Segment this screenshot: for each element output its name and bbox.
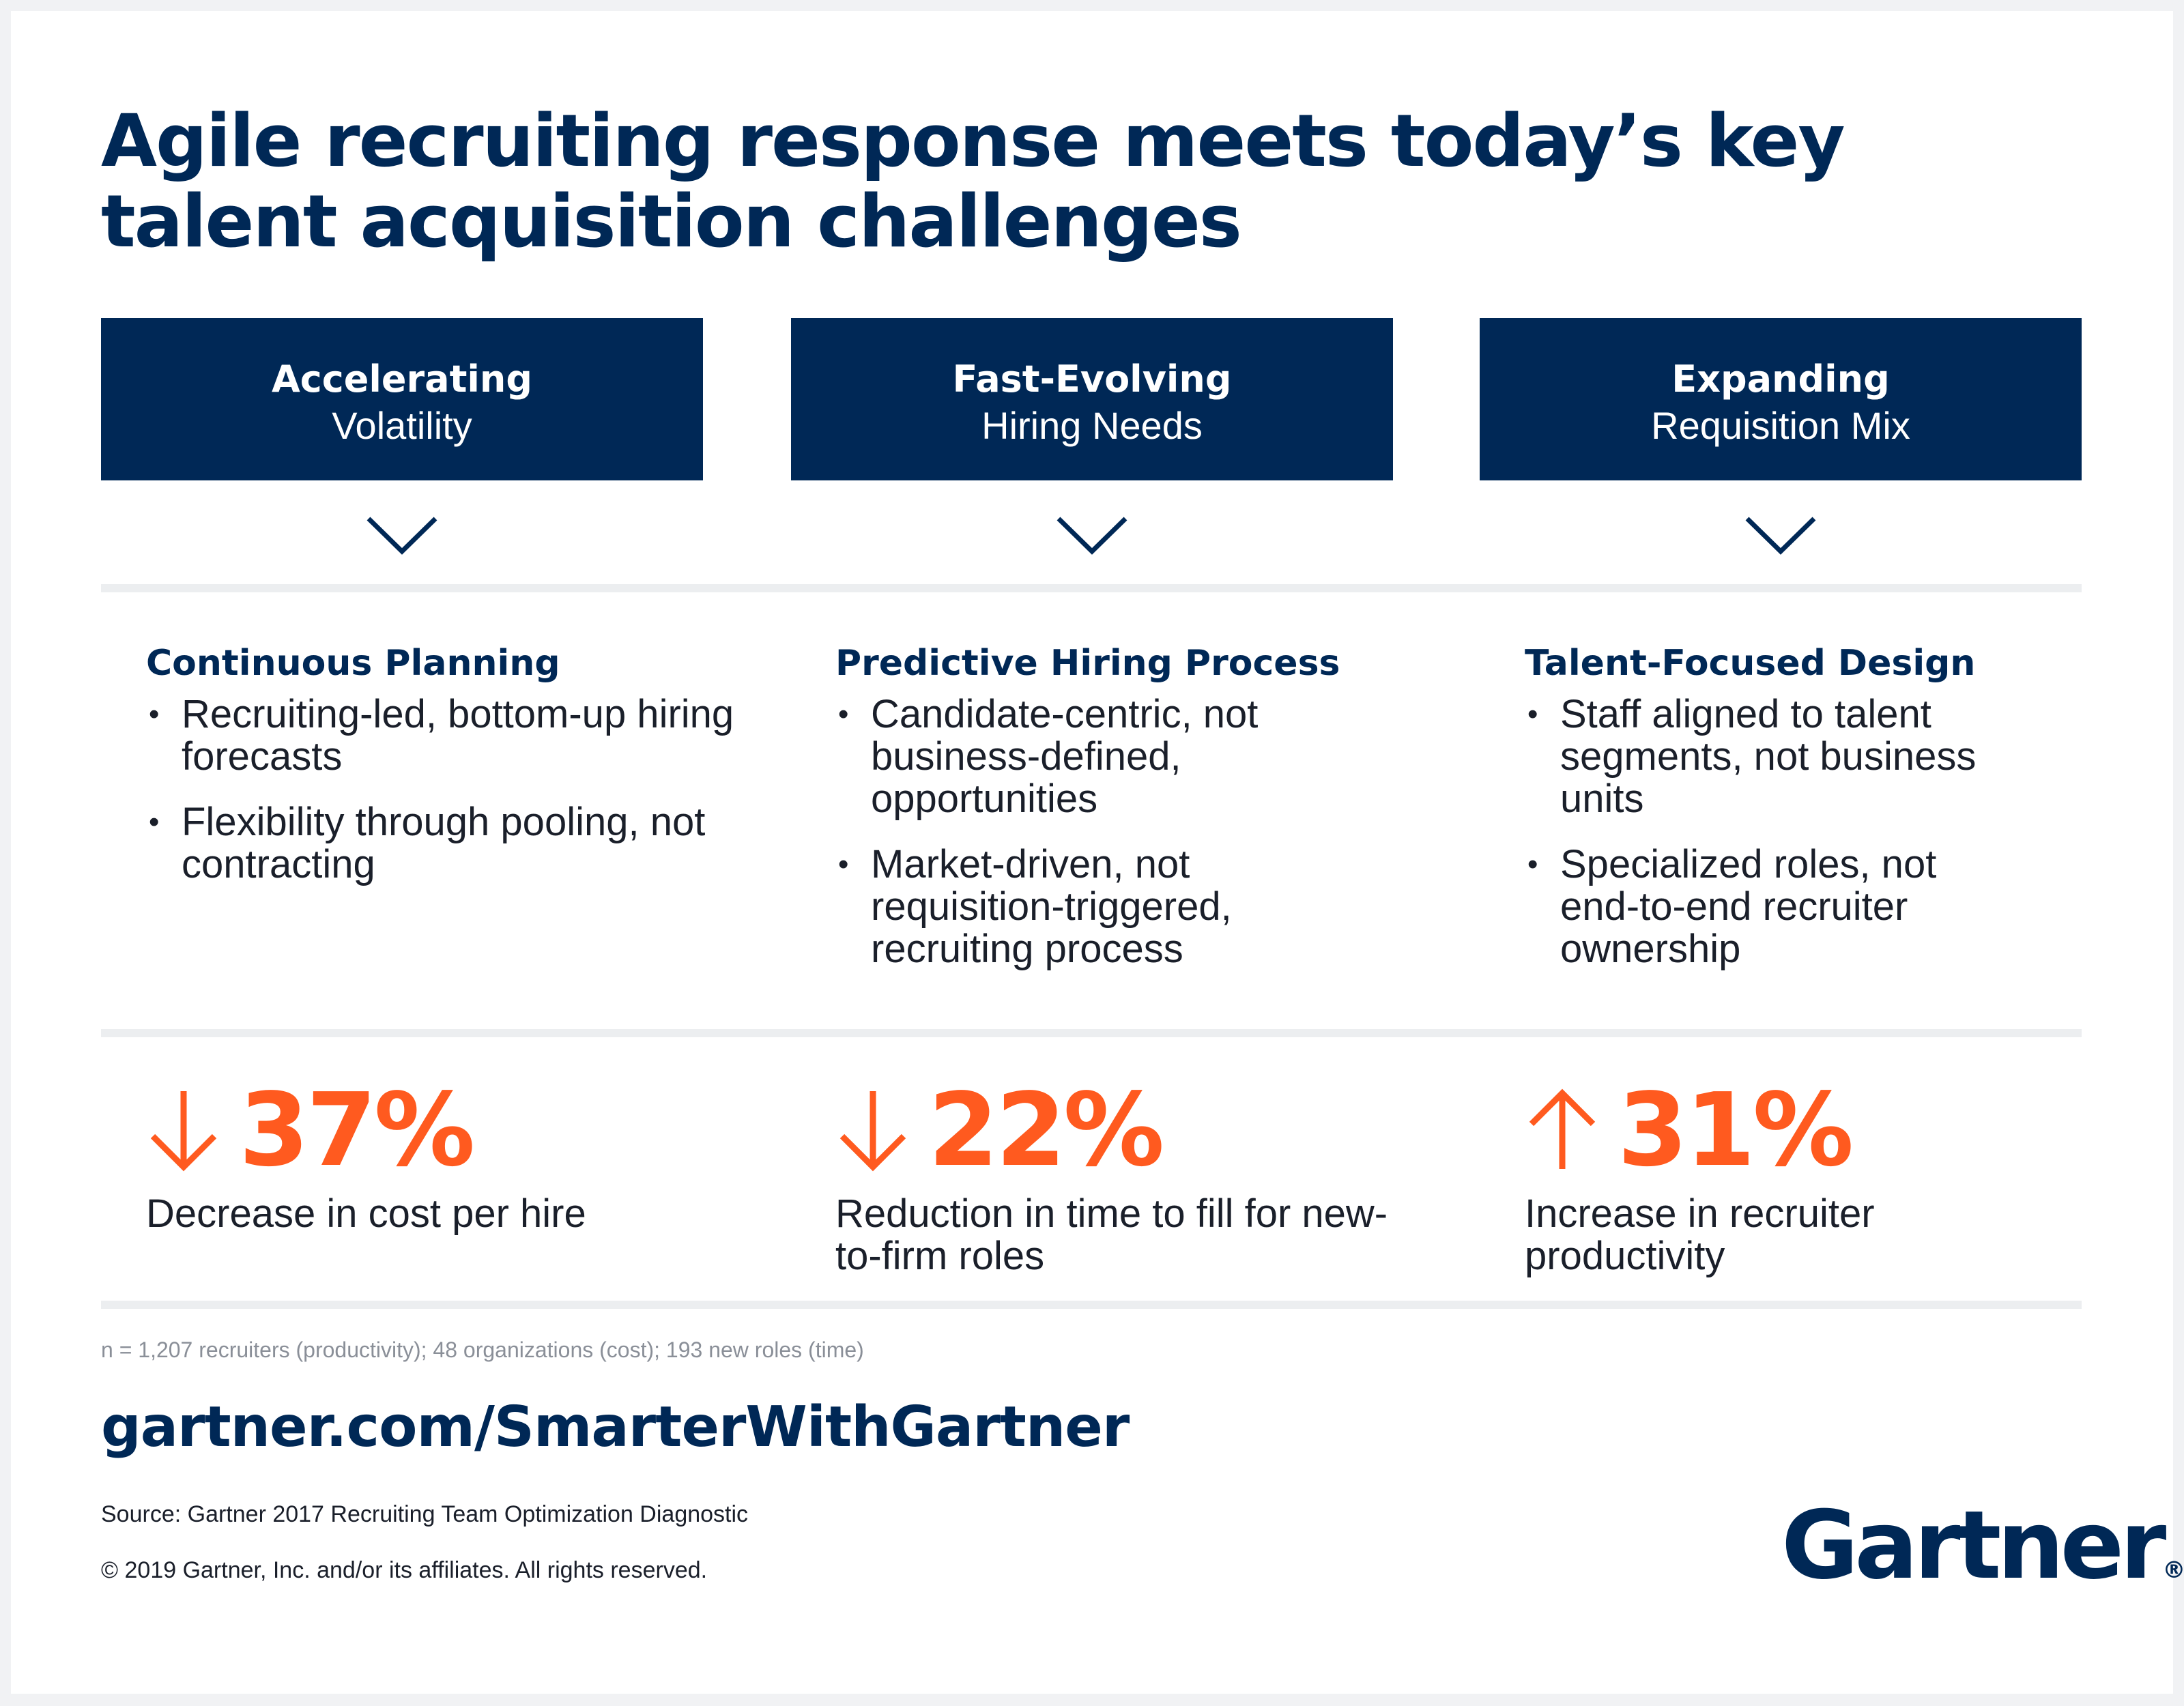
stat-column-3: 31% Increase in recruiter productivity bbox=[1525, 1071, 1962, 1278]
sample-size-footnote: n = 1,207 recruiters (productivity); 48 … bbox=[101, 1338, 864, 1362]
challenge-subtitle-3: Requisition Mix bbox=[1651, 404, 1910, 447]
bullet-text: Specialized roles, not end-to-end recrui… bbox=[1560, 842, 1937, 971]
arrow-down-icon bbox=[150, 1091, 217, 1172]
bullet-item: • Candidate-centric, not business-defined… bbox=[838, 692, 1259, 821]
gartner-logo: Gartner® bbox=[1781, 1494, 2184, 1621]
bullet-text: Staff aligned to talent segments, not bu… bbox=[1560, 692, 1977, 821]
challenge-title-1: Accelerating bbox=[271, 358, 533, 401]
challenge-box-1: Accelerating Volatility bbox=[101, 318, 703, 480]
solution-title: Continuous Planning bbox=[146, 643, 560, 684]
arrow-up-icon bbox=[1529, 1088, 1596, 1169]
logo-wordmark: Gartner bbox=[1781, 1490, 2166, 1600]
chevron-down-icon bbox=[1057, 517, 1127, 555]
section-divider bbox=[101, 584, 2082, 592]
bullet-item: • Market-driven, not requisition-triggere… bbox=[838, 842, 1232, 971]
solution-column-2: Predictive Hiring Process • Candidate-cen… bbox=[835, 641, 1422, 994]
challenge-title-2: Fast-Evolving bbox=[952, 358, 1232, 401]
stat-value: 37% bbox=[239, 1071, 475, 1189]
infographic-card bbox=[11, 11, 2173, 1694]
stat-description: Increase in recruiter productivity bbox=[1525, 1191, 1875, 1278]
challenge-box-3: Expanding Requisition Mix bbox=[1480, 318, 2082, 480]
chevron-down-icon bbox=[367, 517, 437, 555]
chevron-down-icon bbox=[1745, 517, 1816, 555]
bullet-item: • Recruiting-led, bottom-up hiring foreca… bbox=[149, 692, 734, 779]
bullet-item: • Flexibility through pooling, not contra… bbox=[149, 800, 706, 886]
stat-value: 22% bbox=[928, 1071, 1164, 1189]
solution-title: Talent-Focused Design bbox=[1525, 643, 1976, 684]
registered-mark: ® bbox=[2162, 1557, 2184, 1584]
website-link[interactable]: gartner.com/SmarterWithGartner bbox=[101, 1395, 1130, 1460]
stat-column-1: 37% Decrease in cost per hire bbox=[146, 1071, 760, 1236]
copyright-note: © 2019 Gartner, Inc. and/or its affiliat… bbox=[101, 1557, 708, 1583]
challenge-title-3: Expanding bbox=[1671, 358, 1890, 401]
bullet-text: Market-driven, not requisition-triggered… bbox=[871, 842, 1232, 971]
bullet-text: Flexibility through pooling, not contrac… bbox=[182, 800, 706, 886]
section-divider bbox=[101, 1029, 2082, 1037]
challenge-subtitle-2: Hiring Needs bbox=[981, 404, 1203, 447]
stat-value: 31% bbox=[1618, 1071, 1854, 1189]
solution-column-3: Talent-Focused Design • Staff aligned to … bbox=[1525, 641, 2112, 994]
bullet-item: • Specialized roles, not end-to-end recru… bbox=[1527, 842, 1937, 971]
section-divider bbox=[101, 1301, 2082, 1309]
challenge-box-2: Fast-Evolving Hiring Needs bbox=[791, 318, 1393, 480]
source-note: Source: Gartner 2017 Recruiting Team Opt… bbox=[101, 1501, 749, 1527]
stat-description: Decrease in cost per hire bbox=[146, 1191, 586, 1236]
bullet-item: • Staff aligned to talent segments, not b… bbox=[1527, 692, 1977, 821]
bullet-text: Recruiting-led, bottom-up hiring forecas… bbox=[182, 692, 734, 779]
arrow-down-icon bbox=[839, 1091, 906, 1172]
solution-title: Predictive Hiring Process bbox=[835, 643, 1340, 684]
stat-column-2: 22% Reduction in time to fill for new-to… bbox=[835, 1071, 1395, 1278]
solution-column-1: Continuous Planning • Recruiting-led, bot… bbox=[146, 641, 760, 909]
stat-description: Reduction in time to fill for new-to-fir… bbox=[835, 1191, 1388, 1278]
bullet-text: Candidate-centric, not business-defined,… bbox=[871, 692, 1259, 821]
challenge-subtitle-1: Volatility bbox=[332, 404, 472, 447]
page-title: Agile recruiting response meets today’s … bbox=[101, 99, 1845, 263]
